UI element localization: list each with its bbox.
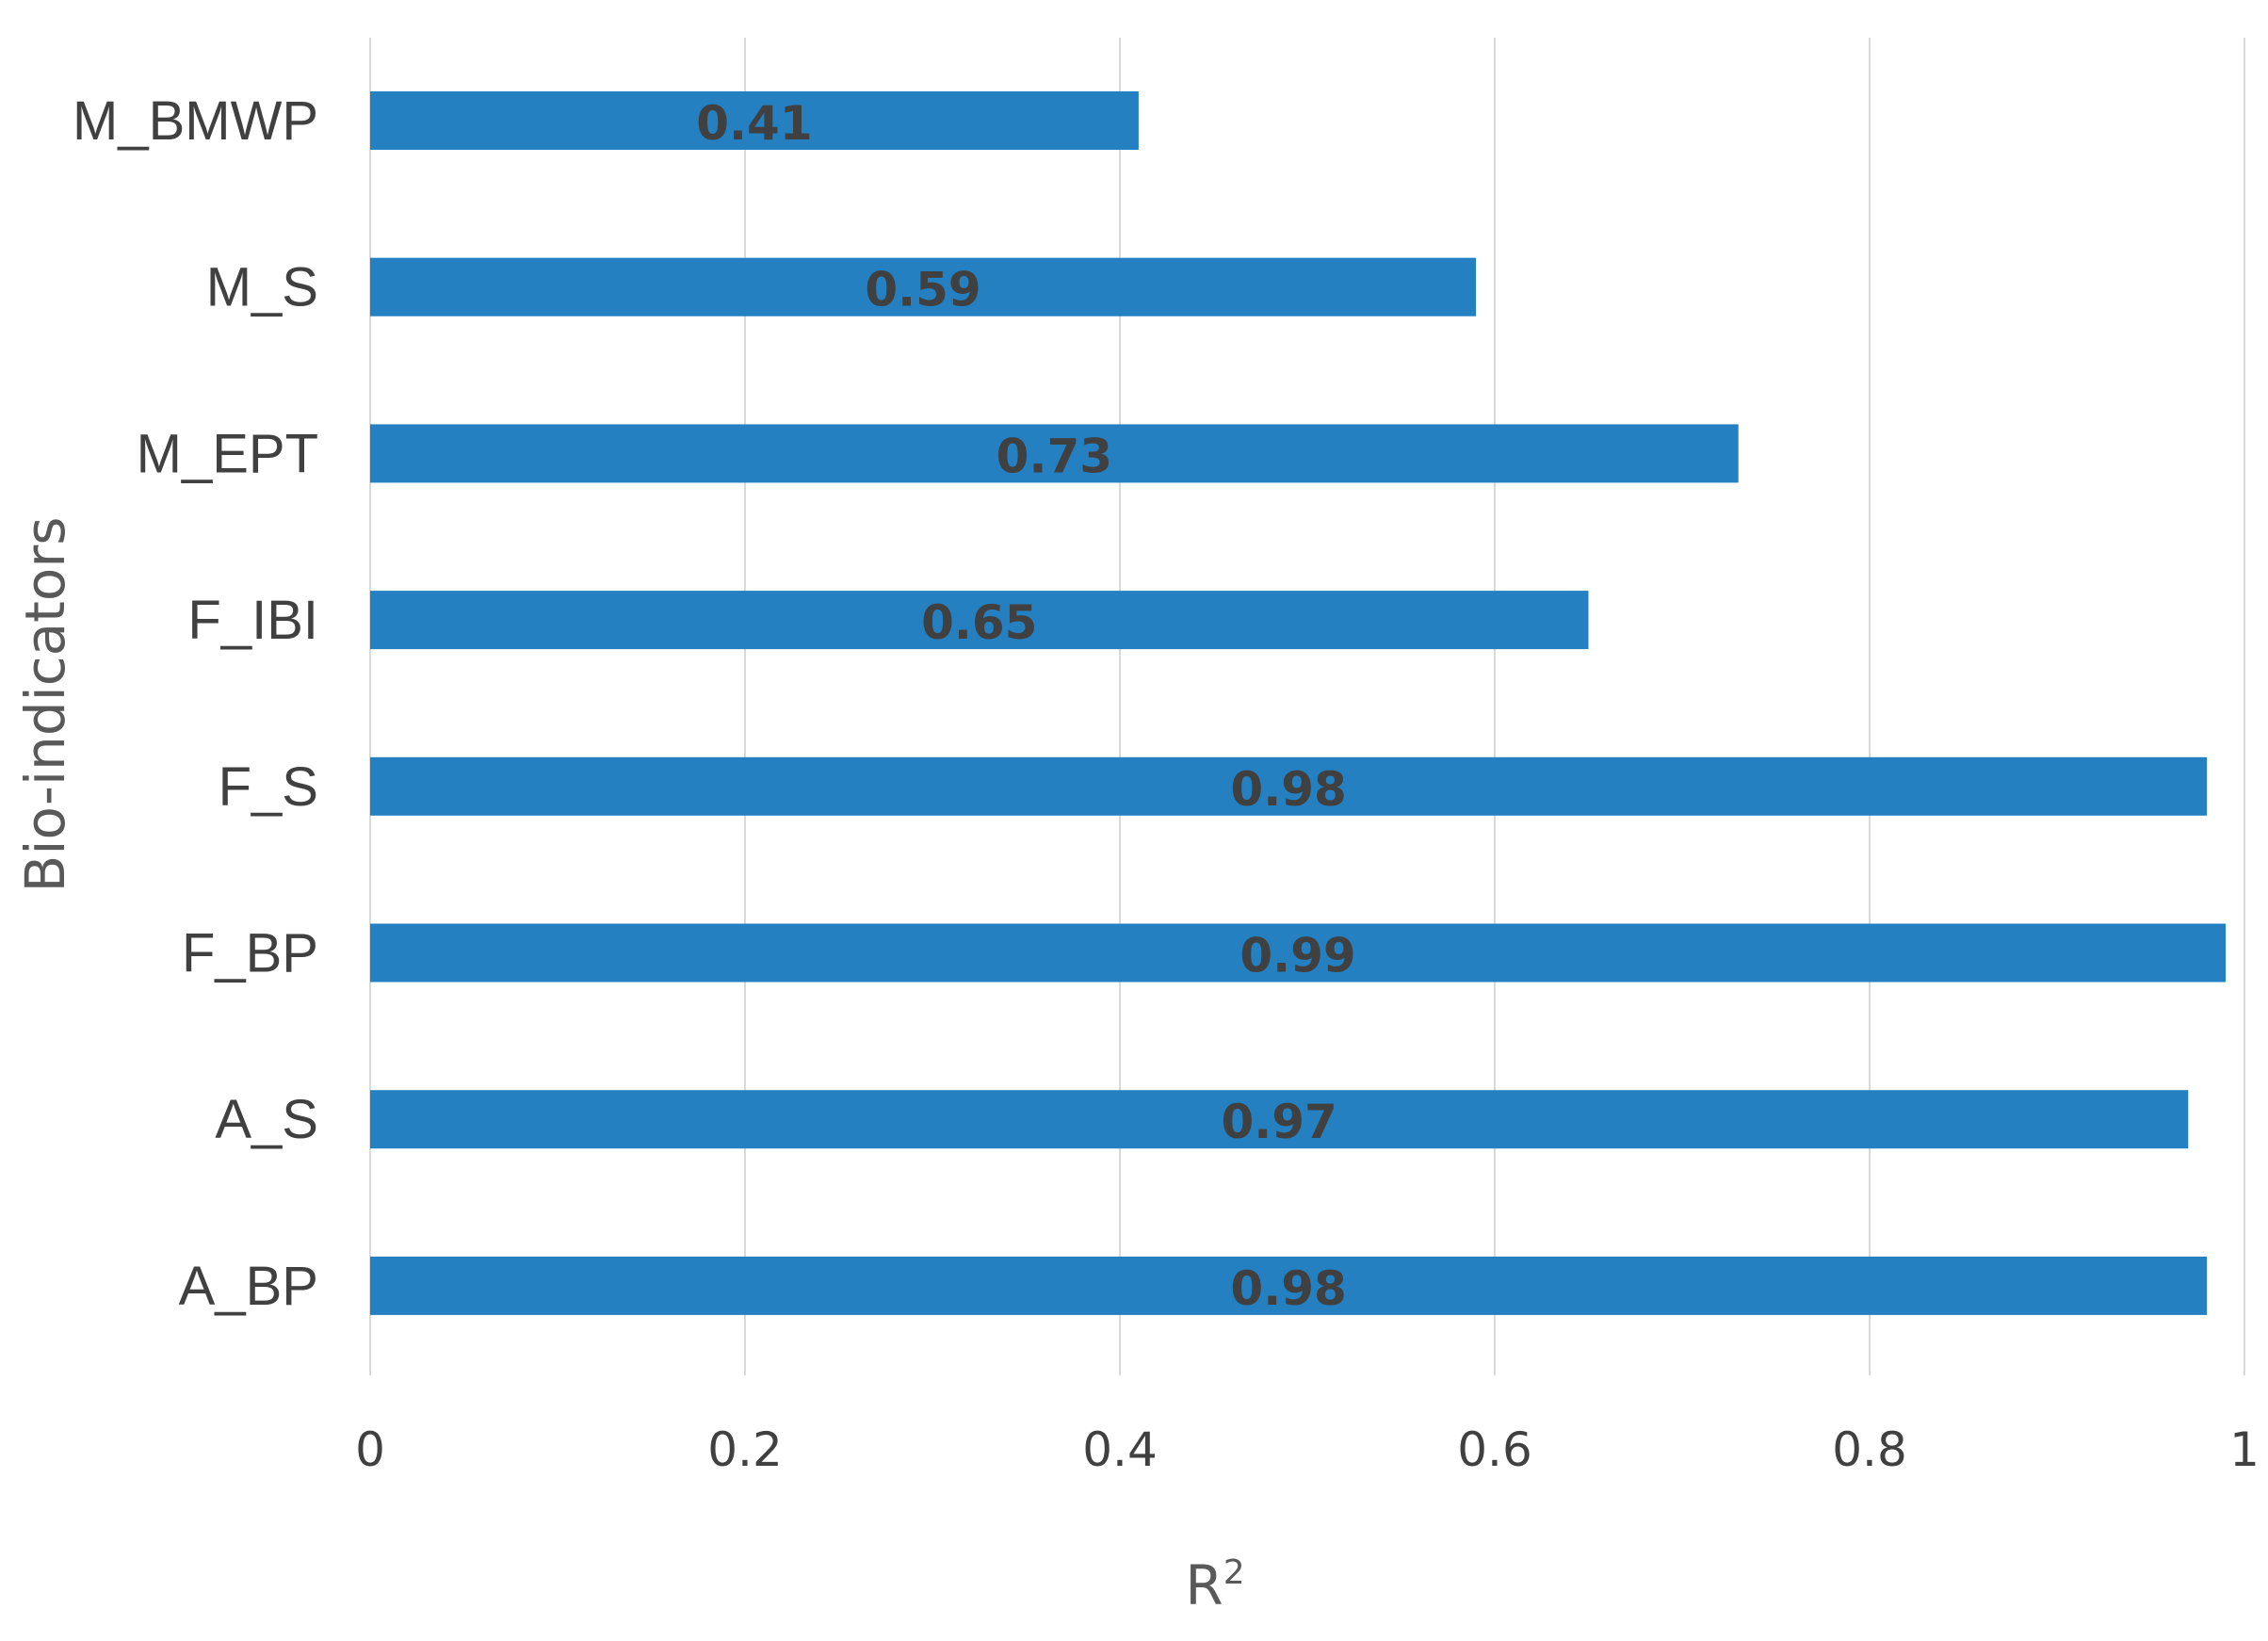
category-label: F_S (219, 756, 318, 818)
bar (370, 257, 1477, 317)
grid-lines (369, 38, 2245, 1375)
data-labels: 0.41 0.59 0.73 0.65 0.98 0.99 0.97 0.98 (696, 96, 1355, 1316)
x-tick-label: 0.4 (1082, 1422, 1158, 1477)
category-label: M_BMWP (73, 90, 318, 152)
y-axis-title: Bio-indicators (13, 517, 77, 893)
data-label: 0.41 (696, 96, 812, 151)
category-label: M_S (206, 257, 318, 318)
data-label: 0.98 (1230, 1261, 1346, 1316)
data-label: 0.97 (1221, 1095, 1336, 1149)
x-tick-labels: 0 0.2 0.4 0.6 0.8 1 (355, 1422, 2260, 1477)
category-label: F_BP (182, 923, 318, 984)
bar (370, 1256, 2208, 1315)
x-tick-label: 0.8 (1832, 1422, 1907, 1477)
data-label: 0.99 (1239, 929, 1355, 983)
bars (370, 91, 2227, 1315)
category-label: M_EPT (137, 423, 318, 484)
category-label: A_S (215, 1089, 318, 1150)
x-axis-title-superscript: 2 (1223, 1553, 1245, 1592)
bar (370, 923, 2227, 983)
category-label: F_IBI (187, 590, 318, 651)
x-tick-label: 0.6 (1457, 1422, 1532, 1477)
x-axis-title-base: R (1185, 1553, 1223, 1617)
bar (370, 591, 1589, 650)
bar (370, 1090, 2189, 1149)
bar (370, 424, 1739, 483)
bar (370, 91, 1139, 150)
x-axis-title: R2 (1185, 1553, 1244, 1617)
data-label: 0.59 (865, 263, 980, 317)
data-label: 0.65 (921, 595, 1037, 650)
x-tick-label: 0 (355, 1422, 385, 1477)
data-label: 0.98 (1230, 762, 1346, 817)
category-labels: M_BMWP M_S M_EPT F_IBI F_S F_BP A_S A_BP (73, 90, 318, 1317)
x-tick-label: 0.2 (707, 1422, 783, 1477)
bar (370, 756, 2208, 816)
data-label: 0.73 (996, 429, 1112, 483)
category-label: A_BP (179, 1256, 318, 1317)
x-tick-label: 1 (2229, 1422, 2260, 1477)
